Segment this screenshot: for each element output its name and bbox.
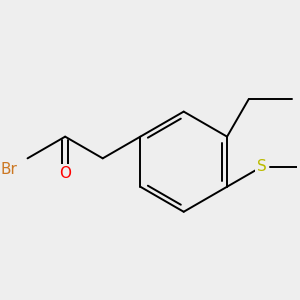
Text: O: O xyxy=(59,166,71,181)
Text: Br: Br xyxy=(1,161,17,176)
Text: S: S xyxy=(257,159,267,174)
